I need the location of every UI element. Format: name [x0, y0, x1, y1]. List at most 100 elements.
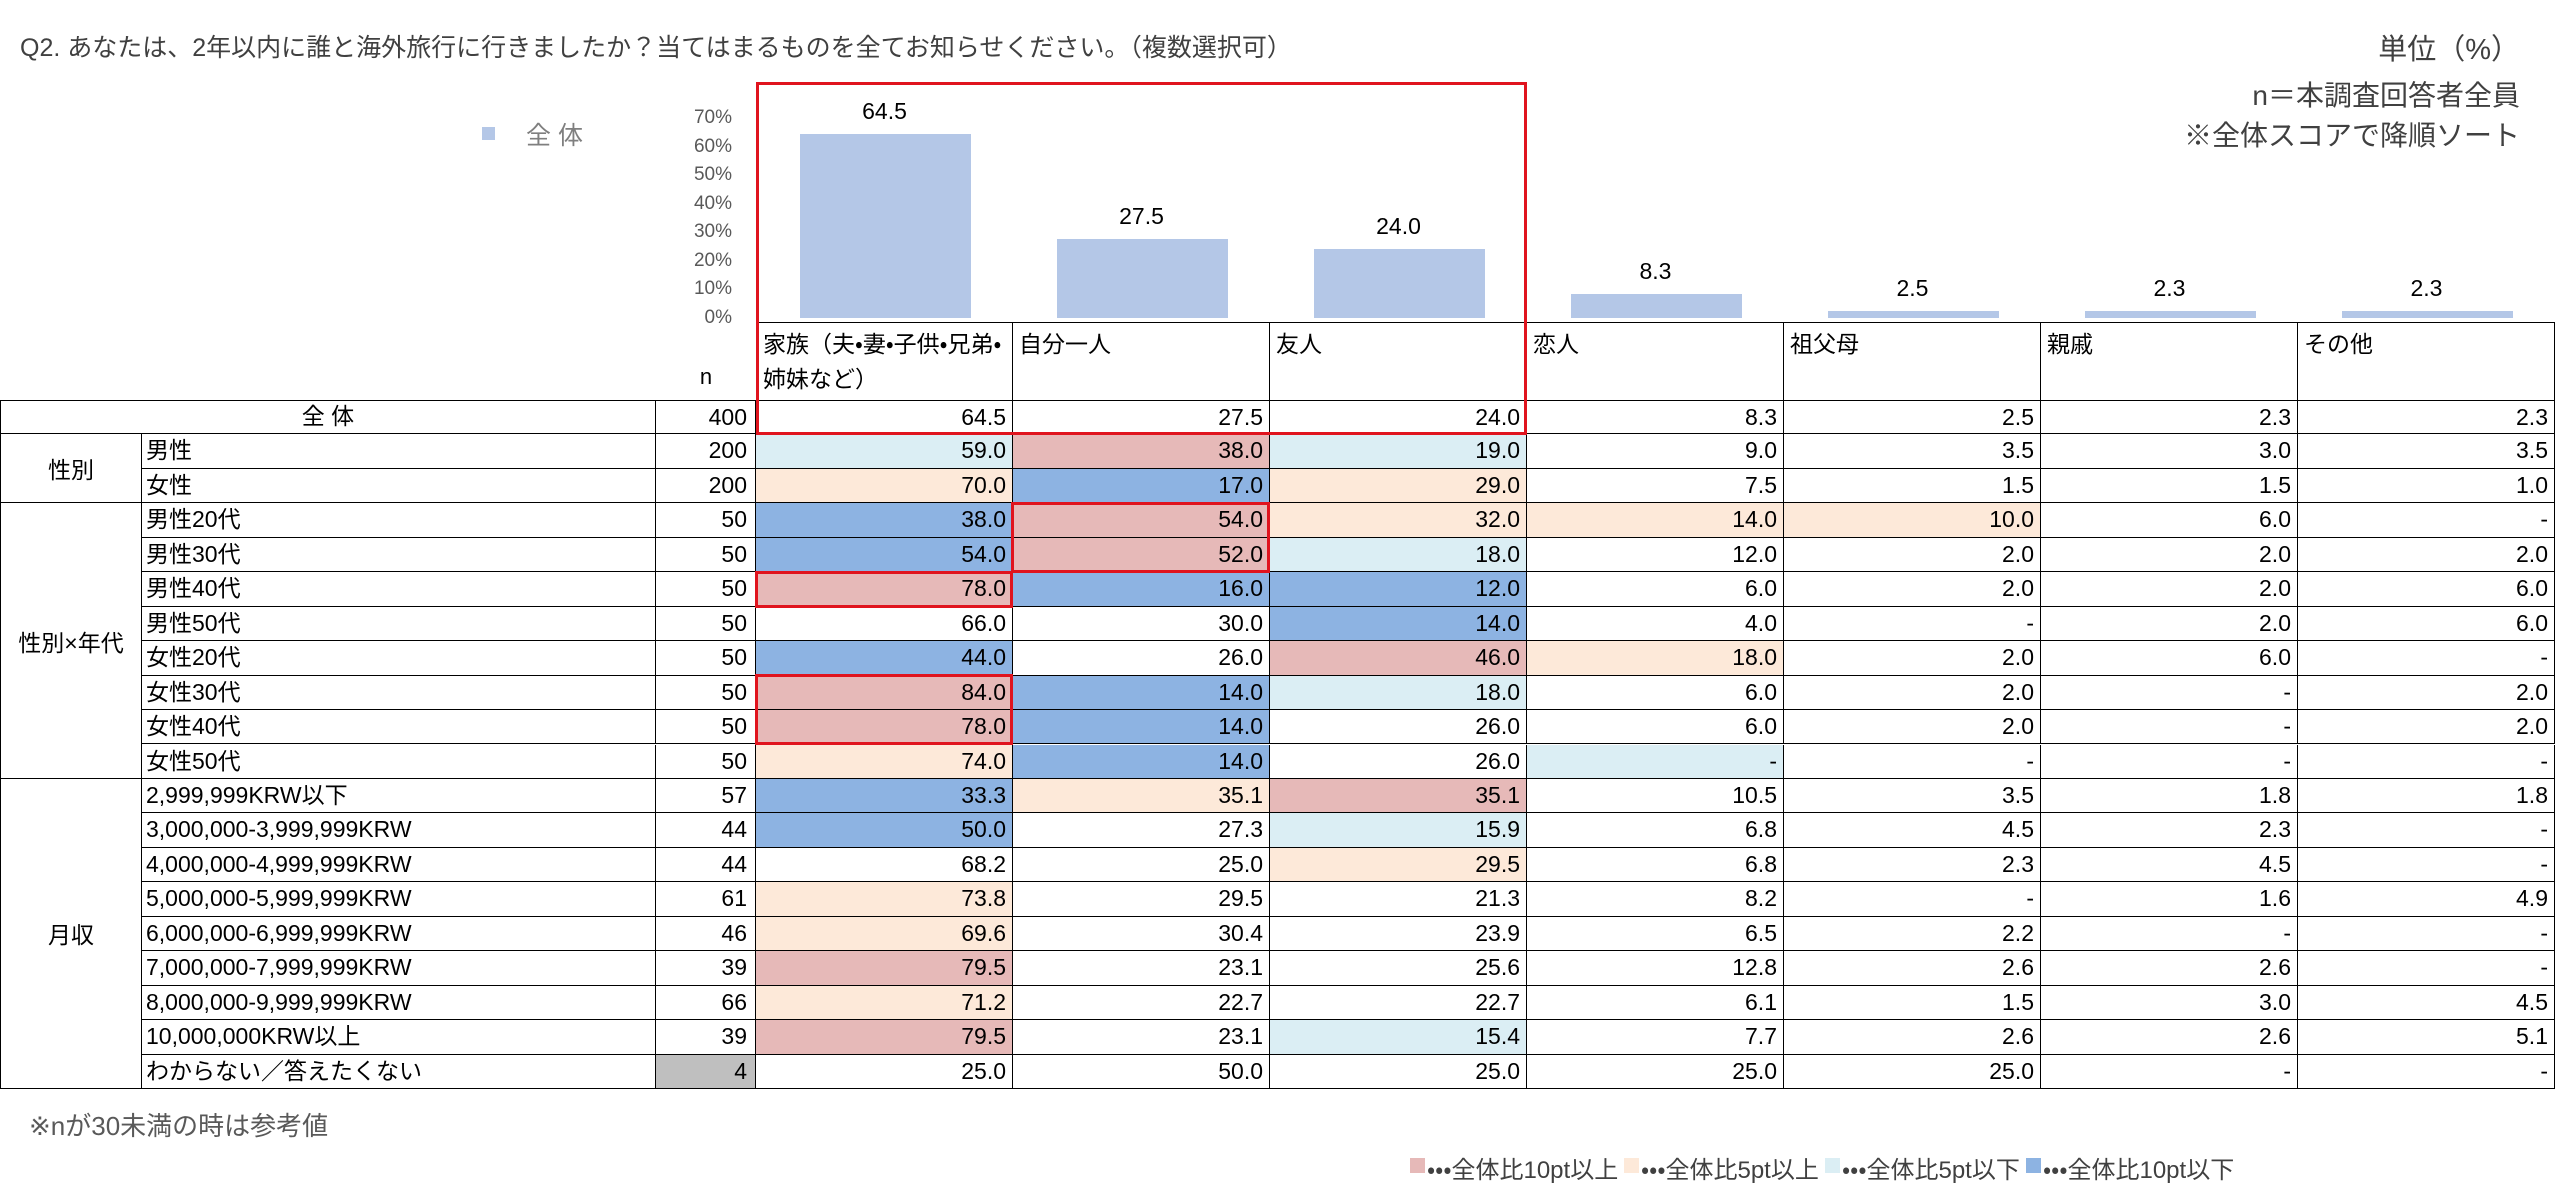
- value-cell: 12.0: [1527, 537, 1784, 573]
- row-label: わからない／答えたくない: [142, 1054, 656, 1089]
- value-cell: 25.0: [1013, 847, 1270, 883]
- value-cell: 50.0: [1013, 1054, 1270, 1089]
- n-cell: 200: [656, 434, 756, 469]
- value-cell: 3.5: [1784, 778, 2041, 814]
- n-cell: 50: [656, 572, 756, 607]
- value-cell: 23.1: [1013, 951, 1270, 986]
- value-label: 2.3: [2410, 275, 2443, 302]
- value-cell: 2.0: [2298, 710, 2555, 745]
- y-tick-label: 70%: [693, 107, 732, 128]
- value-label: 24.0: [1376, 213, 1421, 240]
- value-cell: 7.7: [1527, 1020, 1784, 1055]
- value-cell: 32.0: [1270, 503, 1527, 538]
- n-cell: 46: [656, 916, 756, 952]
- legend-label: ・・・全体比10pt以上: [1427, 1157, 1619, 1184]
- value-cell: 26.0: [1270, 744, 1527, 779]
- value-cell: 54.0: [1013, 503, 1270, 538]
- value-cell: 14.0: [1013, 710, 1270, 745]
- value-cell: -: [2041, 710, 2298, 745]
- value-cell: 15.4: [1270, 1020, 1527, 1055]
- value-cell: 27.3: [1013, 813, 1270, 848]
- value-cell: 64.5: [756, 400, 1013, 435]
- n-cell: 50: [656, 744, 756, 779]
- n-cell: 50: [656, 537, 756, 573]
- row-label: 男性50代: [142, 606, 656, 642]
- value-cell: 23.1: [1013, 1020, 1270, 1055]
- n-cell: 50: [656, 675, 756, 711]
- value-cell: 19.0: [1270, 434, 1527, 469]
- y-tick-label: 0%: [704, 307, 732, 328]
- value-cell: 4.5: [2298, 985, 2555, 1021]
- group-label: 月収: [0, 778, 142, 1089]
- value-cell: -: [2298, 1054, 2555, 1089]
- value-cell: -: [1784, 882, 2041, 917]
- value-cell: 14.0: [1013, 675, 1270, 711]
- value-cell: 2.3: [1784, 847, 2041, 883]
- n-cell: 50: [656, 641, 756, 676]
- bar: [799, 133, 971, 318]
- n-cell: 50: [656, 503, 756, 538]
- column-header: 家族（夫・妻・子供・兄弟・姉妹など）: [756, 322, 1013, 400]
- row-label: 2,999,999KRW以下: [142, 778, 656, 814]
- value-label: 2.3: [2153, 275, 2186, 302]
- value-cell: 84.0: [756, 675, 1013, 711]
- value-cell: -: [2041, 744, 2298, 779]
- value-cell: 69.6: [756, 916, 1013, 952]
- value-cell: 38.0: [1013, 434, 1270, 469]
- value-cell: 8.2: [1527, 882, 1784, 917]
- value-cell: 38.0: [756, 503, 1013, 538]
- value-cell: 6.5: [1527, 916, 1784, 952]
- value-cell: 26.0: [1270, 710, 1527, 745]
- value-cell: 6.8: [1527, 847, 1784, 883]
- value-cell: 2.3: [2298, 400, 2555, 435]
- value-cell: 9.0: [1527, 434, 1784, 469]
- value-cell: 79.5: [756, 1020, 1013, 1055]
- value-cell: 21.3: [1270, 882, 1527, 917]
- bar: [1313, 249, 1485, 318]
- value-cell: 3.5: [2298, 434, 2555, 469]
- n-cell: 57: [656, 778, 756, 814]
- value-cell: 3.0: [2041, 434, 2298, 469]
- value-cell: 2.5: [1784, 400, 2041, 435]
- value-cell: 6.0: [2298, 572, 2555, 607]
- value-cell: 1.5: [1784, 985, 2041, 1021]
- value-cell: 2.0: [1784, 675, 2041, 711]
- n-cell: 50: [656, 606, 756, 642]
- value-cell: 6.8: [1527, 813, 1784, 848]
- value-cell: -: [2041, 675, 2298, 711]
- column-header: 親戚: [2041, 322, 2298, 400]
- legend-swatch: [482, 127, 495, 140]
- value-cell: 2.0: [1784, 537, 2041, 573]
- value-cell: 16.0: [1013, 572, 1270, 607]
- bar: [2084, 311, 2256, 318]
- value-cell: 66.0: [756, 606, 1013, 642]
- value-cell: 12.0: [1270, 572, 1527, 607]
- value-label: 27.5: [1119, 203, 1164, 230]
- value-cell: 1.6: [2041, 882, 2298, 917]
- value-cell: 35.1: [1270, 778, 1527, 814]
- value-cell: 71.2: [756, 985, 1013, 1021]
- value-cell: 10.0: [1784, 503, 2041, 538]
- value-cell: 78.0: [756, 572, 1013, 607]
- legend-swatch: [1825, 1158, 1840, 1173]
- n-cell: 4: [656, 1054, 756, 1089]
- value-cell: 4.0: [1527, 606, 1784, 642]
- row-label: 6,000,000-6,999,999KRW: [142, 916, 656, 952]
- row-label: 女性20代: [142, 641, 656, 676]
- value-cell: 6.1: [1527, 985, 1784, 1021]
- row-label: 7,000,000-7,999,999KRW: [142, 951, 656, 986]
- header-note: n＝本調査回答者全員: [2252, 80, 2520, 111]
- header-note: ※全体スコアで降順ソート: [2183, 120, 2520, 151]
- legend-label: 全 体: [526, 122, 583, 150]
- value-cell: 1.8: [2041, 778, 2298, 814]
- value-cell: 68.2: [756, 847, 1013, 883]
- value-cell: 18.0: [1270, 675, 1527, 711]
- value-cell: 5.1: [2298, 1020, 2555, 1055]
- y-tick-label: 30%: [693, 221, 732, 243]
- value-cell: 14.0: [1527, 503, 1784, 538]
- value-cell: 2.0: [2298, 675, 2555, 711]
- n-cell: 39: [656, 1020, 756, 1055]
- value-cell: 2.6: [1784, 951, 2041, 986]
- n-cell: 66: [656, 985, 756, 1021]
